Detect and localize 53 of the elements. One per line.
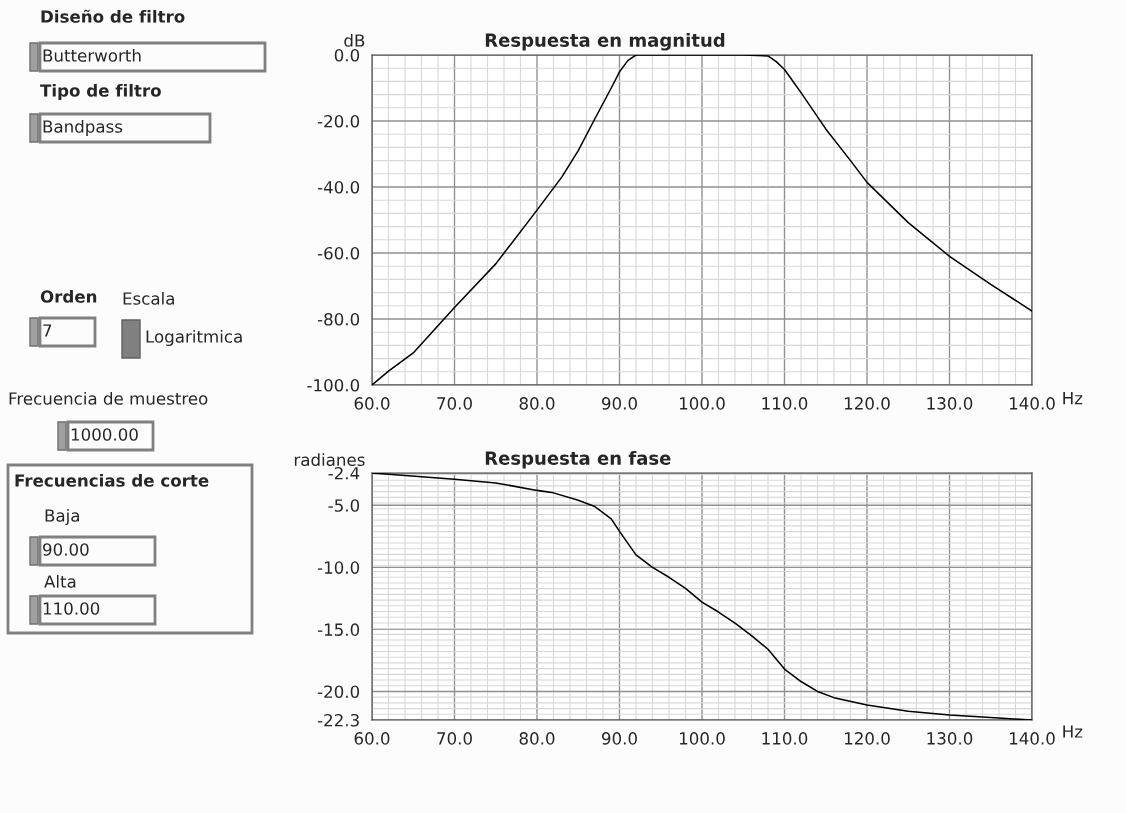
text: Orden <box>40 289 97 303</box>
x-tick-label: 70.0 <box>437 732 472 745</box>
x-tick-label: 60.0 <box>354 732 390 745</box>
y-axis-title: dB <box>344 33 365 47</box>
x-tick-label: 110.0 <box>762 732 808 745</box>
line-series <box>372 55 1032 385</box>
x-tick-label: 140.0 <box>1009 397 1055 410</box>
x-axis-title: Hz <box>1063 392 1083 405</box>
x-tick-label: 120.0 <box>844 732 890 745</box>
y-tick-label: -80.0 <box>317 312 360 326</box>
text: Logaritmica <box>146 329 242 347</box>
x-tick-label: 110.0 <box>762 397 808 410</box>
text: Alta <box>44 574 76 588</box>
y-tick-label: -10.0 <box>317 561 360 574</box>
text: Baja <box>45 508 79 526</box>
x-tick-label: 120.0 <box>844 397 890 410</box>
text: Tipo de filtro <box>40 83 161 101</box>
x-tick-label: 80.0 <box>519 732 555 745</box>
y-tick-label: -22.3 <box>317 713 359 727</box>
x-tick-label: 100.0 <box>679 397 725 410</box>
text: Frecuencias de corte <box>15 473 209 487</box>
line-series <box>372 473 1032 720</box>
chart-title: Respuesta en fase <box>485 450 671 469</box>
text: Bandpass <box>43 119 123 137</box>
y-tick-label: -20.0 <box>317 114 360 128</box>
y-tick-label: 0.0 <box>334 48 360 62</box>
y-tick-label: -5.0 <box>328 499 360 512</box>
chart-title: Respuesta en magnitud <box>485 32 725 51</box>
y-tick-label: -20.0 <box>317 685 360 699</box>
y-tick-label: -15.0 <box>317 623 360 636</box>
y-tick-label: -2.4 <box>328 466 360 480</box>
x-tick-label: 140.0 <box>1009 732 1055 745</box>
x-tick-label: 90.0 <box>601 397 637 410</box>
text: 1000.00 <box>71 428 138 441</box>
x-tick-label: 60.0 <box>354 397 390 410</box>
y-tick-label: -100.0 <box>307 378 360 392</box>
text: Diseño de filtro <box>41 9 185 23</box>
text: 7 <box>43 324 52 337</box>
y-tick-label: -60.0 <box>317 246 360 260</box>
text: Butterworth <box>43 48 141 62</box>
text: 90.00 <box>43 543 89 556</box>
y-tick-label: -40.0 <box>317 180 360 194</box>
x-tick-label: 90.0 <box>601 732 637 745</box>
x-tick-label: 130.0 <box>927 732 973 745</box>
x-axis-title: Hz <box>1063 725 1083 738</box>
text: 110.00 <box>43 602 100 615</box>
x-tick-label: 80.0 <box>519 397 555 410</box>
y-axis-title: radianes <box>294 453 365 467</box>
x-tick-label: 70.0 <box>437 397 472 410</box>
x-tick-label: 130.0 <box>927 397 973 410</box>
x-tick-label: 100.0 <box>679 732 725 745</box>
text: Frecuencia de muestreo <box>9 391 208 405</box>
text: Escala <box>123 291 174 305</box>
